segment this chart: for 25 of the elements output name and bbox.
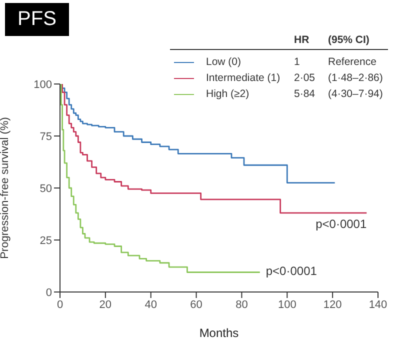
text: HR (95% CI) (294, 34, 370, 46)
legend-label: High (≥2) (206, 88, 250, 100)
y-tick-label: 0 (46, 286, 52, 299)
x-tick-label: 120 (323, 298, 342, 311)
x-axis-title: Months (199, 326, 239, 340)
y-tick-label: 75 (40, 130, 52, 143)
y-tick-label: 100 (34, 78, 52, 91)
x-tick-label: 40 (144, 298, 157, 311)
text: 5·84 (4·30–7·94) (294, 88, 383, 100)
x-tick-label: 80 (236, 298, 248, 311)
legend-label: Intermediate (1) (206, 72, 282, 84)
y-axis-title: Progression-free survival (%) (0, 117, 11, 259)
x-tick-label: 0 (56, 298, 64, 311)
x-tick-label: 20 (99, 298, 112, 311)
chart-title: PFS (5, 3, 69, 36)
text: 2·05 (1·48–2·86) (294, 72, 383, 84)
y-tick-label: 25 (40, 234, 52, 247)
x-tick-label: 100 (278, 298, 296, 311)
x-tick-label: 140 (368, 298, 388, 311)
y-tick-label: 50 (40, 182, 52, 195)
text: 1 Reference (294, 56, 376, 68)
x-tick-label: 60 (190, 298, 202, 311)
annotation: p<0·0001 (316, 216, 367, 231)
annotation: p<0·0001 (266, 264, 317, 278)
legend-label: Low (0) (206, 56, 242, 68)
